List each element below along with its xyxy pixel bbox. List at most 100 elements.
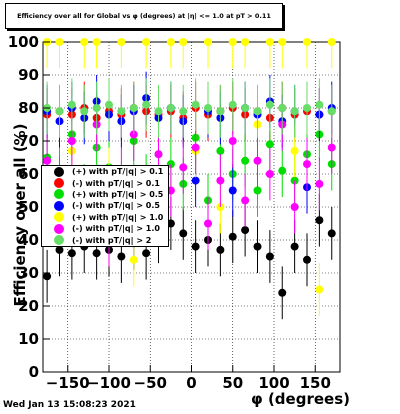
y-tick-label: 70 <box>18 132 39 150</box>
legend-label: (-) with pT/|q| > 2 <box>72 235 152 245</box>
data-point <box>253 186 262 195</box>
data-point <box>290 146 299 155</box>
data-point <box>303 160 311 169</box>
data-point <box>117 38 126 46</box>
data-point <box>67 100 76 109</box>
legend-entry: (+) with pT/|q| > 0.5 <box>42 189 168 200</box>
data-point <box>142 38 151 46</box>
axes: 0 10 20 30 40 50 60 70 80 90 100 −150−100 −50 0 50 100 1… <box>8 33 331 392</box>
data-point <box>278 166 287 175</box>
data-point <box>253 156 262 165</box>
data-point <box>179 38 188 46</box>
legend-label: (+) with pT/|q| > 0.5 <box>72 189 164 199</box>
data-point <box>166 38 175 46</box>
data-point <box>228 38 237 46</box>
y-tick-label: 50 <box>18 198 39 216</box>
data-point <box>265 252 274 261</box>
data-point <box>191 176 200 185</box>
data-point <box>154 150 163 159</box>
data-point <box>43 156 52 165</box>
legend-marker <box>54 166 64 177</box>
data-point <box>67 137 76 145</box>
data-point <box>241 38 250 46</box>
data-point <box>166 104 175 112</box>
x-tick-label: −100 <box>87 374 131 392</box>
data-point <box>92 104 101 112</box>
x-axis-label: φ (degrees) <box>251 390 350 408</box>
data-point <box>327 38 336 46</box>
data-point <box>117 252 126 261</box>
data-point <box>265 38 274 46</box>
legend-marker <box>54 178 64 189</box>
data-point <box>265 170 274 178</box>
x-tick-label: 150 <box>300 374 331 392</box>
data-point <box>315 216 324 225</box>
data-point <box>253 242 262 251</box>
data-point <box>191 143 200 152</box>
legend-entry: (-) with pT/|q| > 1.0 <box>42 223 168 234</box>
data-point <box>228 137 237 145</box>
data-point <box>265 100 274 109</box>
legend: (+) with pT/|q| > 0.1 (-) with pT/|q| > 0… <box>41 165 169 247</box>
data-point <box>241 196 250 205</box>
data-point <box>253 107 262 116</box>
data-point <box>278 38 287 46</box>
data-point <box>92 38 101 46</box>
y-tick-label: 90 <box>18 66 39 84</box>
data-point <box>92 249 101 258</box>
x-tick-label: −50 <box>134 374 167 392</box>
data-point <box>315 100 324 109</box>
data-point <box>290 242 299 251</box>
data-point <box>191 242 200 251</box>
data-point <box>105 100 113 109</box>
x-tick-label: 50 <box>222 374 243 392</box>
data-point <box>290 107 299 116</box>
data-point <box>154 107 163 116</box>
legend-entry: (+) with pT/|q| > 0.1 <box>42 166 168 177</box>
legend-entry: (-) with pT/|q| > 2 <box>42 234 168 246</box>
legend-label: (+) with pT/|q| > 1.0 <box>72 212 164 222</box>
data-point <box>142 249 151 258</box>
data-point <box>129 104 138 112</box>
legend-marker <box>54 235 64 246</box>
legend-marker <box>54 212 64 223</box>
data-point <box>278 104 287 112</box>
legend-label: (-) with pT/|q| > 0.1 <box>72 178 160 188</box>
legend-marker <box>54 200 64 211</box>
legend-label: (-) with pT/|q| > 0.5 <box>72 201 160 211</box>
data-point <box>278 288 287 297</box>
data-point <box>55 245 64 254</box>
data-point <box>204 219 212 228</box>
x-tick-label: 100 <box>258 374 289 392</box>
data-point <box>303 104 311 112</box>
data-point <box>204 104 212 112</box>
y-tick-label: 100 <box>8 33 39 51</box>
data-point <box>216 146 225 155</box>
y-tick-label: 80 <box>18 99 39 117</box>
data-point <box>241 226 250 235</box>
y-tick-label: 40 <box>18 231 39 249</box>
data-point <box>216 245 225 254</box>
data-point <box>117 107 126 116</box>
data-point <box>204 38 212 46</box>
data-point <box>303 38 311 46</box>
legend-entry: (-) with pT/|q| > 0.1 <box>42 177 168 189</box>
legend-marker <box>54 223 64 234</box>
data-point <box>129 255 138 264</box>
y-tick-label: 30 <box>18 264 39 282</box>
data-point <box>315 285 324 294</box>
data-point <box>80 38 89 46</box>
data-point <box>191 100 200 109</box>
data-point <box>241 104 250 112</box>
timestamp: Wed Jan 13 15:08:23 2021 <box>3 400 136 410</box>
data-point <box>327 229 336 238</box>
data-point <box>43 272 52 281</box>
data-point <box>179 229 188 238</box>
legend-label: (-) with pT/|q| > 1.0 <box>72 224 160 234</box>
data-point <box>55 107 64 116</box>
legend-entry: (-) with pT/|q| > 0.5 <box>42 200 168 211</box>
data-point <box>216 176 225 185</box>
data-point <box>228 186 237 195</box>
data-point <box>55 38 64 46</box>
data-point <box>179 163 188 172</box>
